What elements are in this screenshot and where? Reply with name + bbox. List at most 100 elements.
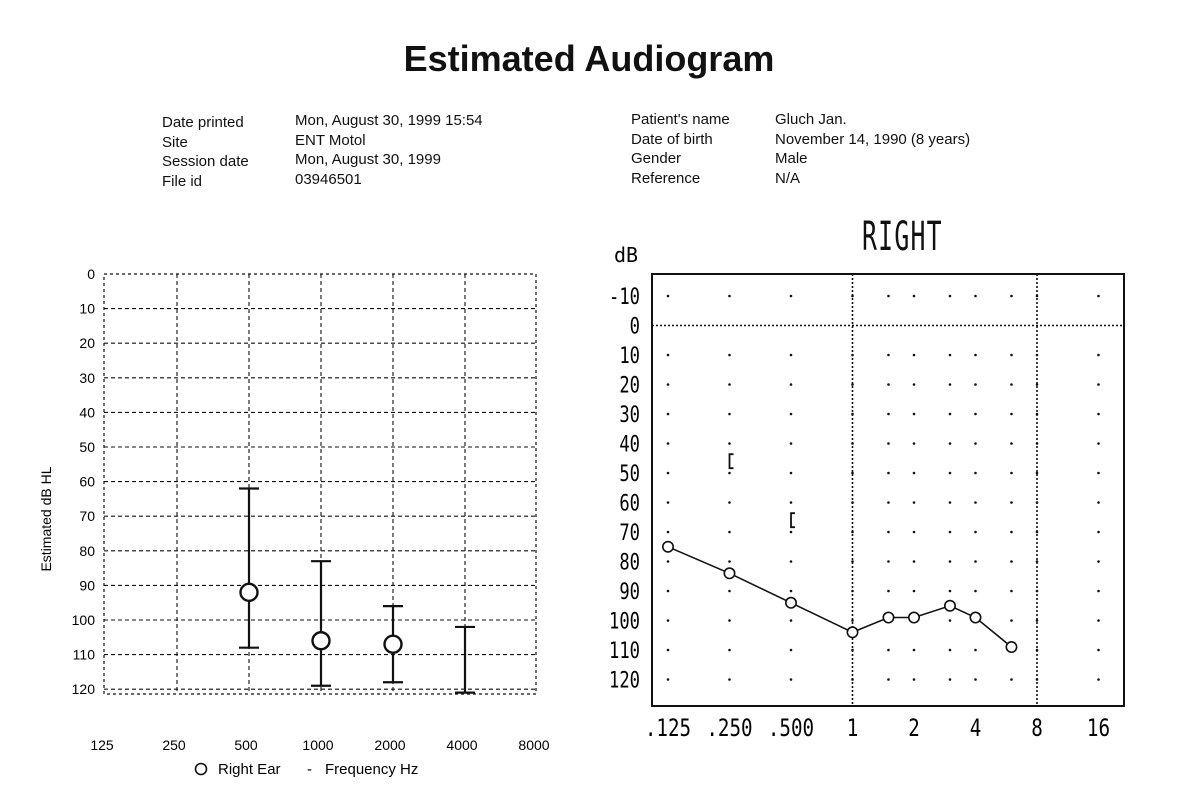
- y-tick-label: 110: [73, 647, 96, 663]
- grid-dot: [851, 412, 854, 416]
- grid-dot: [789, 530, 793, 534]
- grid-dot: [1097, 501, 1100, 504]
- grid-dot: [1097, 530, 1100, 534]
- air-conduction-point: [969, 611, 982, 624]
- air-conduction-point: [784, 596, 797, 609]
- y-tick-label: 120: [72, 681, 96, 697]
- y-tick-label: 30: [619, 402, 640, 428]
- grid-dot: [887, 678, 890, 681]
- patient-name-value: Gluch Jan.: [775, 111, 847, 128]
- grid-dot: [1035, 560, 1039, 563]
- air-conduction-point: [846, 626, 859, 639]
- y-tick-label: 60: [619, 490, 640, 516]
- grid-dot: [789, 412, 793, 416]
- grid-dot: [912, 678, 916, 681]
- grid-dot: [912, 648, 916, 652]
- grid-dot: [789, 383, 793, 386]
- grid-dot: [887, 501, 890, 504]
- y-tick-label: 60: [79, 474, 95, 490]
- grid-dot: [666, 412, 670, 416]
- grid-dot: [728, 678, 731, 681]
- grid-dot: [1010, 678, 1013, 681]
- grid-dot: [1035, 589, 1039, 593]
- patient-info-values: Gluch Jan. November 14, 1990 (8 years) M…: [775, 110, 970, 188]
- grid-dot: [1010, 412, 1013, 416]
- y-tick-label: 100: [72, 612, 96, 628]
- grid-dot: [789, 294, 793, 298]
- grid-dot: [1010, 442, 1013, 445]
- grid-dot: [1035, 383, 1039, 386]
- grid-dot: [666, 619, 670, 622]
- grid-dot: [887, 294, 890, 298]
- grid-dot: [974, 589, 977, 593]
- y-tick-label: 90: [79, 577, 95, 593]
- grid-dot: [912, 353, 916, 357]
- air-conduction-line: [667, 546, 1013, 648]
- file-id-label: File id: [162, 172, 203, 190]
- grid-dot: [1010, 471, 1013, 475]
- grid-dot: [666, 530, 670, 534]
- grid-dot: [1097, 560, 1100, 563]
- x-tick-label: 1000: [302, 737, 333, 753]
- y-tick-label: 0: [87, 266, 95, 282]
- grid-dot: [666, 442, 670, 445]
- y-tick-label: 20: [619, 372, 640, 398]
- grid-dot: [666, 501, 670, 504]
- grid-dot: [1097, 442, 1100, 445]
- session-date-label: Session date: [162, 153, 249, 170]
- session-date-value: Mon, August 30, 1999: [295, 151, 441, 168]
- grid-dot: [851, 383, 854, 386]
- y-tick-label: 40: [79, 404, 95, 420]
- grid-dot: [974, 501, 977, 504]
- data-point: [383, 634, 403, 654]
- grid-dot: [728, 442, 731, 445]
- grid-dot: [728, 530, 731, 534]
- gender-label: Gender: [631, 150, 682, 167]
- grid-dot: [728, 412, 731, 416]
- grid-dot: [948, 471, 952, 475]
- grid-dot: [666, 648, 670, 652]
- grid-dot: [789, 442, 793, 445]
- grid-dot: [912, 412, 916, 416]
- bone-conduction-mark: [728, 453, 734, 470]
- grid-dot: [851, 560, 854, 563]
- grid-dot: [948, 678, 952, 681]
- x-tick-label: 250: [162, 737, 186, 753]
- page-title: Estimated Audiogram: [403, 38, 775, 79]
- grid-dot: [1010, 353, 1013, 357]
- site-value: ENT Motol: [295, 131, 366, 149]
- x-tick-label: 2: [908, 715, 920, 743]
- data-point: [239, 582, 259, 603]
- y-tick-label: 110: [609, 638, 640, 664]
- grid-dot: [851, 294, 854, 298]
- grid-dot: [912, 589, 916, 593]
- grid-dot: [1035, 442, 1039, 445]
- grid-dot: [728, 294, 731, 298]
- grid-dot: [948, 412, 952, 416]
- grid-dot: [851, 619, 854, 622]
- grid-dot: [1097, 678, 1100, 681]
- grid-dot: [666, 560, 670, 563]
- date-printed-label: Date printed: [162, 114, 244, 131]
- x-tick-label: 4: [970, 715, 982, 743]
- grid-dot: [1010, 560, 1013, 563]
- grid-dot: [789, 353, 793, 357]
- right-chart-title: RIGHT: [862, 214, 943, 260]
- y-tick-label: 10: [79, 301, 95, 317]
- grid-dot: [974, 353, 977, 357]
- grid-dot: [666, 353, 670, 357]
- site-label: Site: [162, 133, 188, 151]
- grid-dot: [789, 560, 793, 563]
- grid-dot: [1010, 619, 1013, 622]
- grid-dot: [948, 383, 952, 386]
- grid-dot: [887, 383, 890, 386]
- grid-dot: [851, 353, 854, 357]
- grid-dot: [974, 648, 977, 652]
- grid-dot: [974, 412, 977, 416]
- grid-dot: [666, 383, 670, 386]
- grid-dot: [1035, 353, 1039, 357]
- grid-dot: [974, 560, 977, 563]
- y-tick-label: 80: [79, 543, 95, 559]
- grid-dot: [912, 560, 916, 563]
